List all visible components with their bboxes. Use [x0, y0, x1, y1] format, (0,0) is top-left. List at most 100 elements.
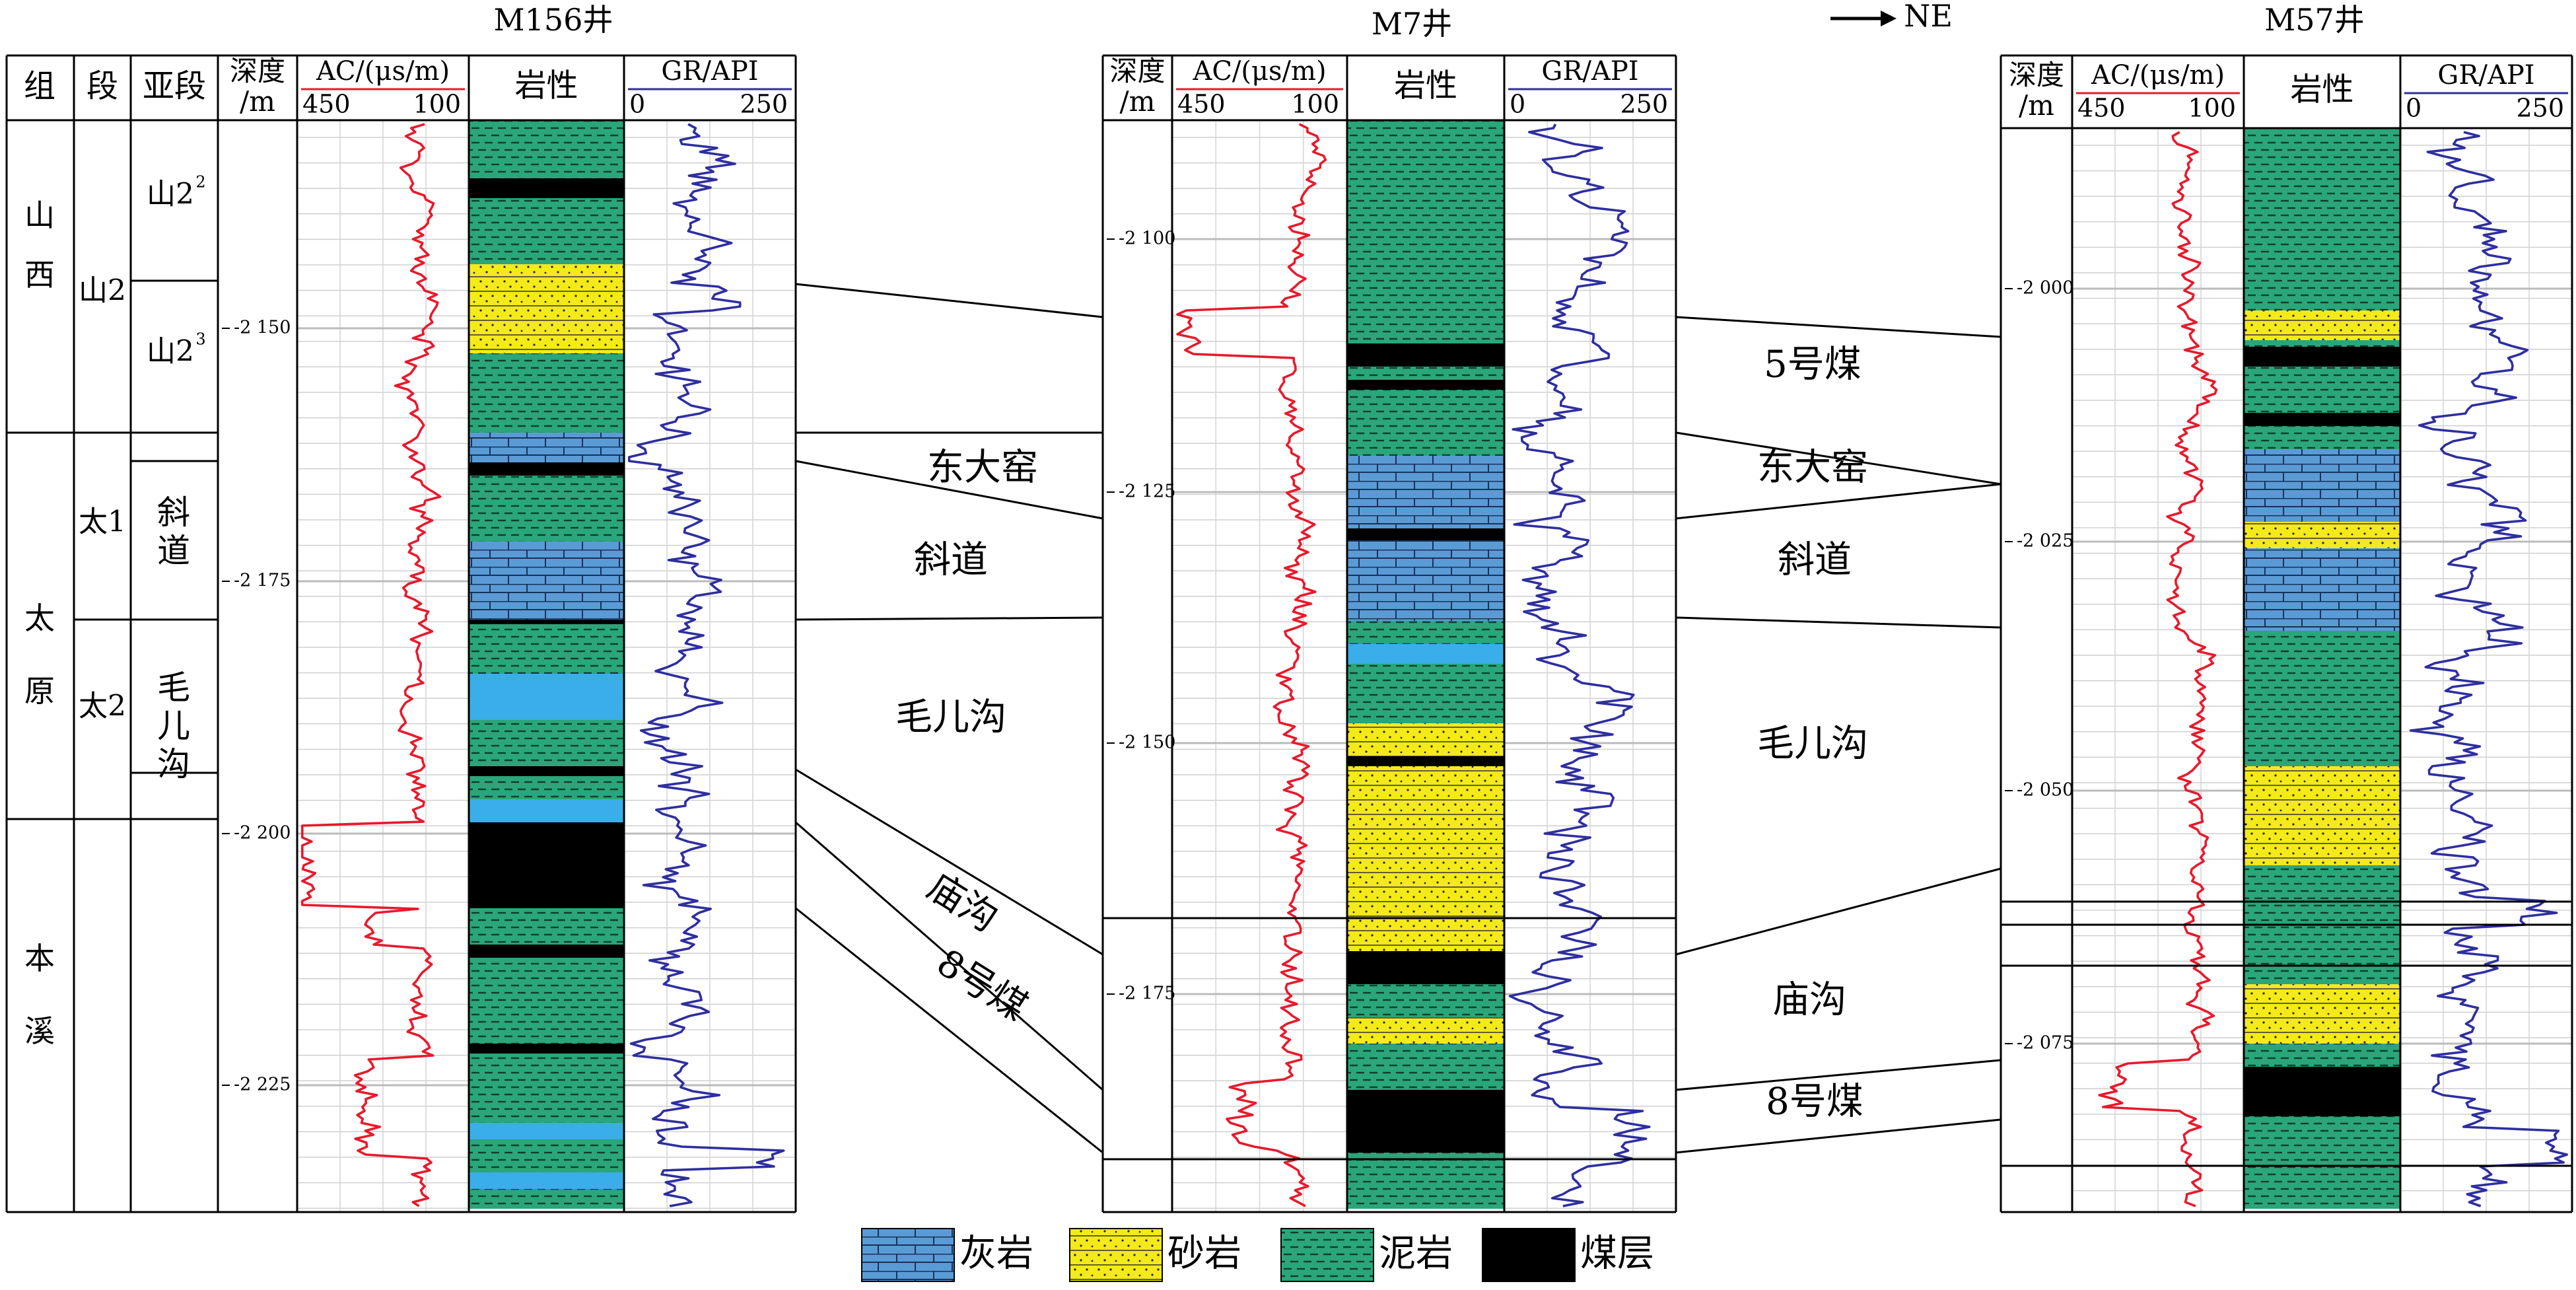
lith-lime-2-7	[2244, 449, 2400, 522]
lith-sand-0-5	[469, 310, 624, 324]
lith-coal-0-19	[469, 822, 624, 908]
lith-lime-1-7	[1347, 540, 1504, 621]
ac-scale-max-1: 100	[1291, 90, 1339, 119]
legend-swatch-border-limestone	[861, 1228, 955, 1282]
lith-blue-0-27	[469, 1172, 624, 1189]
lith-mud-2-6	[2244, 426, 2400, 449]
direction-arrow-head	[1881, 11, 1897, 26]
legend-swatch-border-mudstone	[1280, 1228, 1374, 1282]
lith-sand-1-13	[1347, 766, 1504, 951]
lith-mud-1-8	[1347, 621, 1504, 644]
lith-sand-0-3	[469, 264, 624, 284]
depth-unit-0: /m	[240, 85, 275, 118]
subsection-sup-0: 2	[195, 173, 205, 192]
legend-label-mudstone: 泥岩	[1379, 1233, 1453, 1275]
gr-scale-min-1: 0	[1510, 90, 1525, 119]
group-label-本溪-1: 溪	[24, 1013, 55, 1049]
gr-scale-max-0: 250	[740, 90, 788, 119]
subsection-label-0: 山2	[147, 178, 194, 211]
group-label-山西-0: 山	[24, 197, 55, 233]
subsection-vertical-2-0: 斜	[157, 493, 190, 532]
lith-mud-0-20	[469, 908, 624, 945]
section-label-0: 山2	[79, 274, 126, 308]
well-title-M57: M57井	[2264, 2, 2365, 38]
depth-tick-label-1-1: -2 125	[1119, 482, 1175, 502]
correlation-line-left-5	[795, 821, 1103, 1091]
depth-tick-label-0-3: -2 225	[234, 1075, 291, 1095]
depth-tick-label-1-3: -2 175	[1119, 984, 1175, 1004]
lith-coal-2-3	[2244, 347, 2400, 367]
depth-header-2: 深度	[2009, 59, 2064, 91]
lith-sand-1-16	[1347, 1017, 1504, 1044]
lithology-title-1: 岩性	[1394, 67, 1457, 104]
lith-coal-1-6	[1347, 528, 1504, 540]
lith-mud-1-2	[1347, 367, 1504, 380]
subsection-vertical-3-2: 沟	[157, 745, 190, 783]
depth-tick-label-2-2: -2 050	[2017, 780, 2073, 801]
correlation-line-left-2	[795, 460, 1103, 520]
correlation-line-right-0	[1675, 316, 2002, 338]
correlation-label-left-3: 庙沟	[919, 865, 1004, 940]
lith-coal-1-1	[1347, 343, 1504, 367]
correlation-line-right-4	[1675, 867, 2002, 956]
lith-mud-1-15	[1347, 984, 1504, 1017]
section-label-1: 太1	[79, 505, 126, 539]
well-title-M156: M156井	[494, 2, 613, 38]
depth-tick-label-0-2: -2 200	[234, 823, 291, 843]
header-section-label: 段	[87, 68, 118, 105]
lith-mud-0-28	[469, 1189, 624, 1209]
depth-tick-label-2-0: -2 000	[2017, 278, 2073, 299]
correlation-line-left-6	[795, 907, 1103, 1154]
gr-scale-max-2: 250	[2516, 94, 2564, 123]
lith-mud-2-17	[2244, 1116, 2400, 1209]
lith-mud-0-24	[469, 1054, 624, 1123]
depth-tick-label-0-0: -2 150	[234, 318, 291, 338]
lith-mud-0-15	[469, 720, 624, 766]
lith-mud-0-26	[469, 1139, 624, 1172]
subsection-vertical-2-1: 道	[157, 532, 190, 570]
subsection-vertical-3-0: 毛	[157, 668, 190, 707]
lith-blue-0-18	[469, 799, 624, 822]
gr-curve-M57	[2409, 131, 2568, 1207]
group-label-太原-1: 原	[24, 673, 55, 709]
depth-header-1: 深度	[1109, 55, 1165, 87]
depth-unit-1: /m	[1120, 85, 1156, 118]
lith-lime-2-9	[2244, 548, 2400, 568]
lith-coal-0-12	[469, 620, 624, 624]
depth-header-0: 深度	[230, 55, 285, 87]
correlation-line-left-4	[795, 768, 1103, 956]
correlation-label-left-4: 8号煤	[929, 941, 1035, 1029]
lith-mud-1-4	[1347, 390, 1504, 456]
lith-blue-0-25	[469, 1123, 624, 1139]
lith-sand-0-4	[469, 284, 624, 310]
well-title-M7: M7井	[1372, 6, 1452, 42]
lithology-title-0: 岩性	[514, 67, 578, 104]
lith-coal-1-12	[1347, 756, 1504, 766]
lith-lime-2-10	[2244, 568, 2400, 631]
correlation-line-right-6	[1675, 1118, 2002, 1154]
lithology-title-2: 岩性	[2290, 71, 2353, 108]
lith-mud-2-4	[2244, 367, 2400, 413]
lith-lime-0-8	[469, 433, 624, 462]
correlation-line-left-0	[795, 283, 1103, 318]
lith-coal-2-5	[2244, 413, 2400, 426]
gr-curve-M7	[1508, 124, 1651, 1207]
lith-blue-0-14	[469, 674, 624, 720]
ac-title-1: AC/(μs/m)	[1192, 56, 1326, 87]
legend-swatch-sandstone	[1070, 1229, 1162, 1281]
correlation-label-left-0: 东大窑	[927, 447, 1038, 489]
lith-coal-1-18	[1347, 1090, 1504, 1153]
depth-tick-label-0-1: -2 175	[234, 571, 291, 591]
ac-title-2: AC/(μs/m)	[2091, 60, 2225, 90]
subsection-label-1: 山2	[147, 335, 194, 369]
legend-swatch-coal	[1482, 1229, 1575, 1281]
subsection-sup-1: 3	[195, 330, 205, 349]
group-label-太原-0: 太	[24, 600, 55, 636]
correlation-label-right-1: 东大窑	[1757, 447, 1868, 489]
legend-label-coal: 煤层	[1580, 1233, 1654, 1275]
lith-coal-1-14	[1347, 951, 1504, 984]
gr-title-2: GR/API	[2437, 60, 2534, 90]
legend-label-limestone: 灰岩	[959, 1233, 1033, 1275]
legend-swatch-border-coal	[1482, 1228, 1576, 1282]
